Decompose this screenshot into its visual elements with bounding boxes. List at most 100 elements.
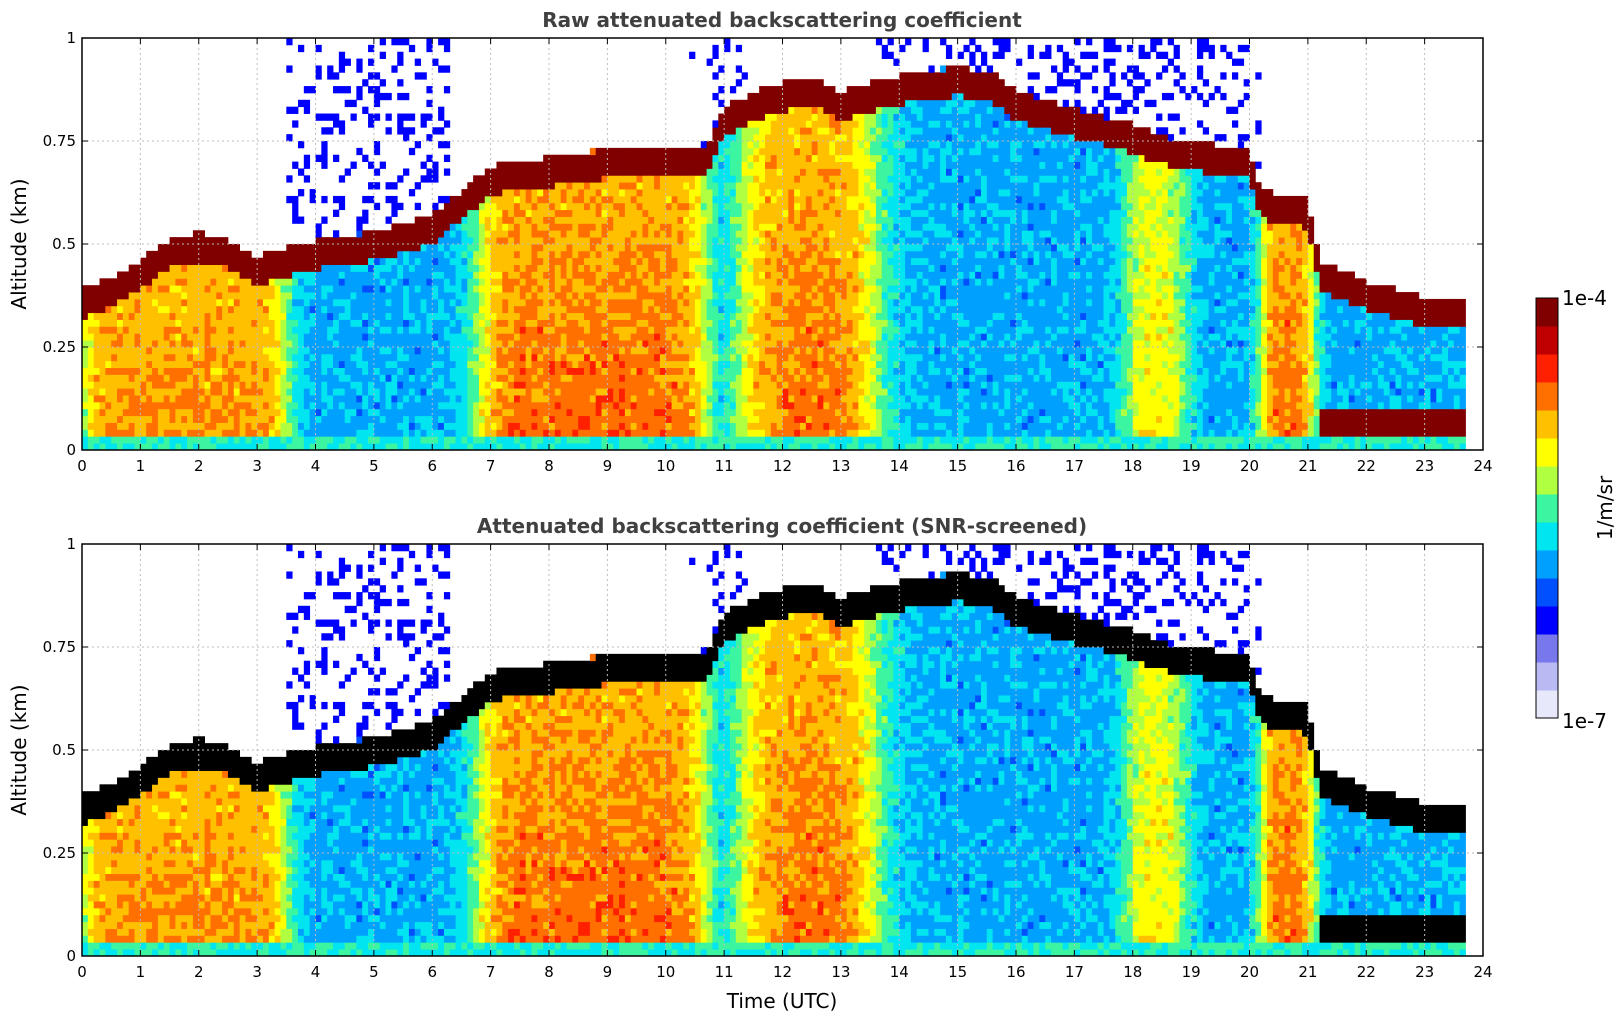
heatmap-cell — [333, 72, 340, 80]
heatmap-cell — [607, 408, 614, 417]
heatmap-cell — [175, 408, 182, 417]
heatmap-cell — [578, 388, 585, 396]
heatmap-cell — [181, 285, 188, 293]
heatmap-cell — [794, 147, 801, 156]
heatmap-cell — [735, 182, 743, 190]
heatmap-cell — [502, 216, 509, 224]
heatmap-cell — [776, 381, 783, 389]
heatmap-cell — [654, 237, 661, 245]
heatmap-cell — [630, 230, 637, 238]
heatmap-cell — [724, 285, 731, 293]
heatmap-cell — [735, 333, 743, 341]
heatmap-cell — [648, 292, 655, 300]
heatmap-cell — [543, 250, 550, 259]
heatmap-cell — [344, 257, 351, 265]
heatmap-cell — [508, 395, 515, 403]
heatmap-cell — [198, 429, 205, 437]
heatmap-cell — [327, 285, 334, 293]
heatmap-cell — [613, 161, 620, 169]
heatmap-cell — [607, 319, 614, 327]
heatmap-cell — [718, 189, 725, 197]
heatmap-cell — [549, 292, 556, 300]
heatmap-cell — [549, 175, 556, 183]
heatmap-cell — [262, 333, 270, 341]
heatmap-cell — [356, 257, 363, 265]
heatmap-cell — [350, 353, 357, 362]
heatmap-cell — [595, 395, 602, 403]
heatmap-cell — [619, 305, 626, 314]
heatmap-cell — [82, 305, 89, 314]
heatmap-cell — [432, 271, 439, 279]
heatmap-cell — [817, 230, 824, 238]
heatmap-cell — [297, 168, 305, 176]
heatmap-cell — [344, 99, 351, 108]
heatmap-cell — [665, 298, 672, 307]
heatmap-cell — [414, 422, 421, 430]
heatmap-cell — [292, 120, 299, 128]
heatmap-cell — [181, 436, 188, 444]
heatmap-cell — [222, 292, 229, 300]
heatmap-cell — [502, 353, 509, 362]
heatmap-cell — [624, 436, 632, 444]
heatmap-cell — [531, 374, 538, 382]
heatmap-cell — [794, 298, 801, 307]
heatmap-cell — [531, 175, 538, 183]
heatmap-cell — [677, 161, 684, 169]
heatmap-cell — [496, 216, 503, 224]
heatmap-cell — [607, 347, 614, 355]
heatmap-cell — [572, 182, 579, 190]
heatmap-cell — [379, 436, 386, 444]
heatmap-cell — [309, 257, 316, 265]
heatmap-cell — [549, 223, 556, 231]
heatmap-cell — [741, 415, 748, 423]
heatmap-cell — [689, 340, 696, 348]
heatmap-cell — [636, 360, 643, 368]
heatmap-cell — [729, 319, 737, 327]
heatmap-cell — [204, 388, 211, 396]
heatmap-cell — [770, 244, 778, 252]
heatmap-cell — [187, 367, 194, 375]
heatmap-cell — [146, 429, 153, 437]
heatmap-cell — [689, 305, 696, 314]
heatmap-cell — [788, 312, 795, 320]
heatmap-cell — [607, 415, 614, 423]
heatmap-cell — [729, 292, 737, 300]
heatmap-cell — [689, 278, 696, 286]
heatmap-cell — [432, 388, 439, 396]
heatmap-cell — [712, 209, 719, 217]
heatmap-cell — [794, 360, 801, 368]
heatmap-cell — [379, 305, 386, 314]
heatmap-cell — [397, 271, 404, 279]
heatmap-cell — [759, 388, 766, 396]
heatmap-cell — [280, 340, 287, 348]
heatmap-cell — [286, 443, 293, 451]
heatmap-cell — [770, 347, 778, 355]
heatmap-cell — [805, 86, 813, 94]
heatmap-cell — [432, 443, 439, 451]
heatmap-cell — [718, 408, 725, 417]
heatmap-cell — [333, 381, 340, 389]
heatmap-cell — [478, 443, 486, 451]
heatmap-cell — [379, 79, 386, 87]
heatmap-cell — [473, 230, 480, 238]
heatmap-cell — [309, 347, 316, 355]
heatmap-cell — [665, 422, 672, 430]
heatmap-cell — [607, 381, 614, 389]
heatmap-cell — [379, 230, 386, 238]
heatmap-cell — [385, 292, 392, 300]
heatmap-cell — [274, 429, 281, 437]
heatmap-cell — [502, 285, 509, 293]
heatmap-cell — [432, 127, 439, 135]
heatmap-cell — [578, 408, 585, 417]
heatmap-cell — [222, 443, 229, 451]
heatmap-cell — [443, 168, 451, 176]
heatmap-cell — [233, 436, 241, 444]
heatmap-cell — [315, 326, 322, 334]
heatmap-cell — [187, 333, 194, 341]
heatmap-cell — [344, 319, 351, 327]
heatmap-cell — [157, 347, 165, 355]
heatmap-cell — [665, 436, 672, 444]
heatmap-cell — [502, 237, 509, 245]
heatmap-cell — [490, 326, 497, 334]
heatmap-cell — [619, 340, 626, 348]
